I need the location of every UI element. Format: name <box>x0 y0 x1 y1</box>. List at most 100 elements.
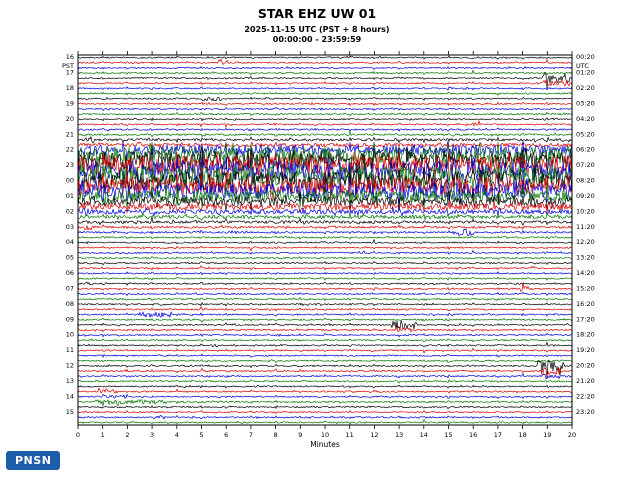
seismogram-trace[interactable] <box>77 59 572 65</box>
utc-time-label: 21:20 <box>576 377 595 385</box>
utc-time-label: 11:20 <box>576 223 595 231</box>
utc-time-label: 17:20 <box>576 315 595 323</box>
seismogram-trace[interactable] <box>77 306 573 312</box>
seismogram-trace[interactable] <box>77 414 573 420</box>
pst-hour-label: 12 <box>66 362 74 370</box>
seismogram-trace[interactable] <box>77 373 573 379</box>
seismogram-trace[interactable] <box>77 359 573 380</box>
seismogram-trace[interactable] <box>77 276 573 281</box>
seismogram-trace[interactable] <box>77 72 573 89</box>
seismogram-trace[interactable] <box>77 399 573 407</box>
seismogram-trace[interactable] <box>77 250 573 255</box>
seismogram-trace[interactable] <box>77 265 573 271</box>
seismogram-trace[interactable] <box>77 379 573 384</box>
seismogram-trace[interactable] <box>77 387 573 394</box>
seismogram-trace[interactable] <box>77 245 573 252</box>
seismogram-trace[interactable] <box>77 66 573 70</box>
seismogram-trace[interactable] <box>77 317 573 323</box>
utc-time-label: 20:20 <box>576 362 595 370</box>
seismogram-trace[interactable] <box>77 120 573 128</box>
x-tick-label: 10 <box>321 431 329 439</box>
x-tick-label: 12 <box>370 431 378 439</box>
x-tick-label: 6 <box>224 431 228 439</box>
seismogram-trace[interactable] <box>77 152 573 179</box>
seismogram-trace[interactable] <box>77 419 573 425</box>
seismogram-trace[interactable] <box>77 367 573 378</box>
seismogram-trace[interactable] <box>77 311 573 318</box>
seismogram-trace[interactable] <box>77 136 573 144</box>
seismogram-trace[interactable] <box>77 353 573 358</box>
pst-hour-label: 10 <box>66 331 74 339</box>
utc-time-label: 05:20 <box>576 130 595 138</box>
seismogram-trace[interactable] <box>77 141 573 169</box>
x-tick-label: 3 <box>150 431 154 439</box>
time-range: 00:00:00 - 23:59:59 <box>272 35 362 44</box>
seismogram-trace[interactable] <box>77 320 573 330</box>
plot-frame <box>77 54 573 426</box>
seismogram-trace[interactable] <box>77 191 573 212</box>
x-tick-label: 13 <box>395 431 403 439</box>
seismogram-trace[interactable] <box>77 410 573 414</box>
pst-hour-label: 16 <box>66 53 74 61</box>
x-tick-label: 7 <box>249 431 253 439</box>
pst-hour-label: 08 <box>66 300 74 308</box>
seismogram-trace[interactable] <box>77 405 573 410</box>
seismogram-trace[interactable] <box>77 200 573 214</box>
utc-time-label: 00:20 <box>576 53 595 61</box>
seismogram-trace[interactable] <box>77 112 573 117</box>
x-tick-label: 17 <box>494 431 502 439</box>
seismogram-trace[interactable] <box>77 224 573 231</box>
seismogram-trace[interactable] <box>77 235 573 240</box>
seismogram-trace[interactable] <box>77 216 573 226</box>
seismogram-trace[interactable] <box>77 302 572 307</box>
seismogram-trace[interactable] <box>77 80 573 87</box>
seismogram-trace[interactable] <box>77 338 573 343</box>
seismogram-trace[interactable] <box>77 256 573 260</box>
seismogram-trace[interactable] <box>77 297 573 302</box>
seismogram-trace[interactable] <box>77 261 573 266</box>
seismogram-trace[interactable] <box>77 127 573 132</box>
seismogram-trace[interactable] <box>77 333 573 338</box>
seismogram-trace[interactable] <box>77 117 573 122</box>
seismogram-trace[interactable] <box>77 239 573 245</box>
seismogram-trace[interactable] <box>77 281 573 286</box>
seismogram-trace[interactable] <box>77 359 573 363</box>
seismogram-trace[interactable] <box>77 228 573 237</box>
seismogram-trace[interactable] <box>77 91 573 96</box>
pst-hour-label: 15 <box>66 408 74 416</box>
pst-hour-label: 14 <box>66 392 74 400</box>
seismogram-trace[interactable] <box>77 86 573 91</box>
seismogram-trace[interactable] <box>77 96 573 102</box>
seismogram-trace[interactable] <box>77 212 573 221</box>
seismogram-trace[interactable] <box>77 282 573 292</box>
utc-time-label: 08:20 <box>576 177 595 185</box>
seismogram-trace[interactable] <box>77 206 573 217</box>
seismogram-trace[interactable] <box>77 101 573 106</box>
seismogram-trace[interactable] <box>77 183 573 209</box>
pst-hour-label: 09 <box>66 315 74 323</box>
seismogram-trace[interactable] <box>77 347 573 354</box>
seismogram-trace[interactable] <box>77 69 573 76</box>
date-line: 2025-11-15 UTC (PST + 8 hours) <box>244 25 390 34</box>
pst-hour-label: 03 <box>66 223 74 231</box>
seismogram-trace[interactable] <box>77 394 573 399</box>
utc-time-label: 16:20 <box>576 300 595 308</box>
utc-time-label: 19:20 <box>576 346 595 354</box>
seismogram-trace[interactable] <box>77 106 573 111</box>
seismogram-trace[interactable] <box>77 271 573 276</box>
seismogram-trace[interactable] <box>77 55 573 60</box>
utc-axis-unit: UTC <box>576 62 589 70</box>
seismogram-trace[interactable] <box>77 341 573 348</box>
x-tick-label: 18 <box>518 431 526 439</box>
pnsn-logo[interactable]: PNSN <box>6 451 61 470</box>
seismogram-trace[interactable] <box>77 325 573 333</box>
seismogram-trace[interactable] <box>77 130 573 137</box>
seismogram-trace[interactable] <box>77 177 573 205</box>
seismogram-trace[interactable] <box>77 291 573 296</box>
pnsn-logo-text: PNSN <box>15 454 52 467</box>
pst-hour-label: 23 <box>66 161 74 169</box>
seismogram-trace[interactable] <box>77 172 573 200</box>
seismogram-trace[interactable] <box>77 384 573 389</box>
seismogram-trace[interactable] <box>77 146 573 174</box>
